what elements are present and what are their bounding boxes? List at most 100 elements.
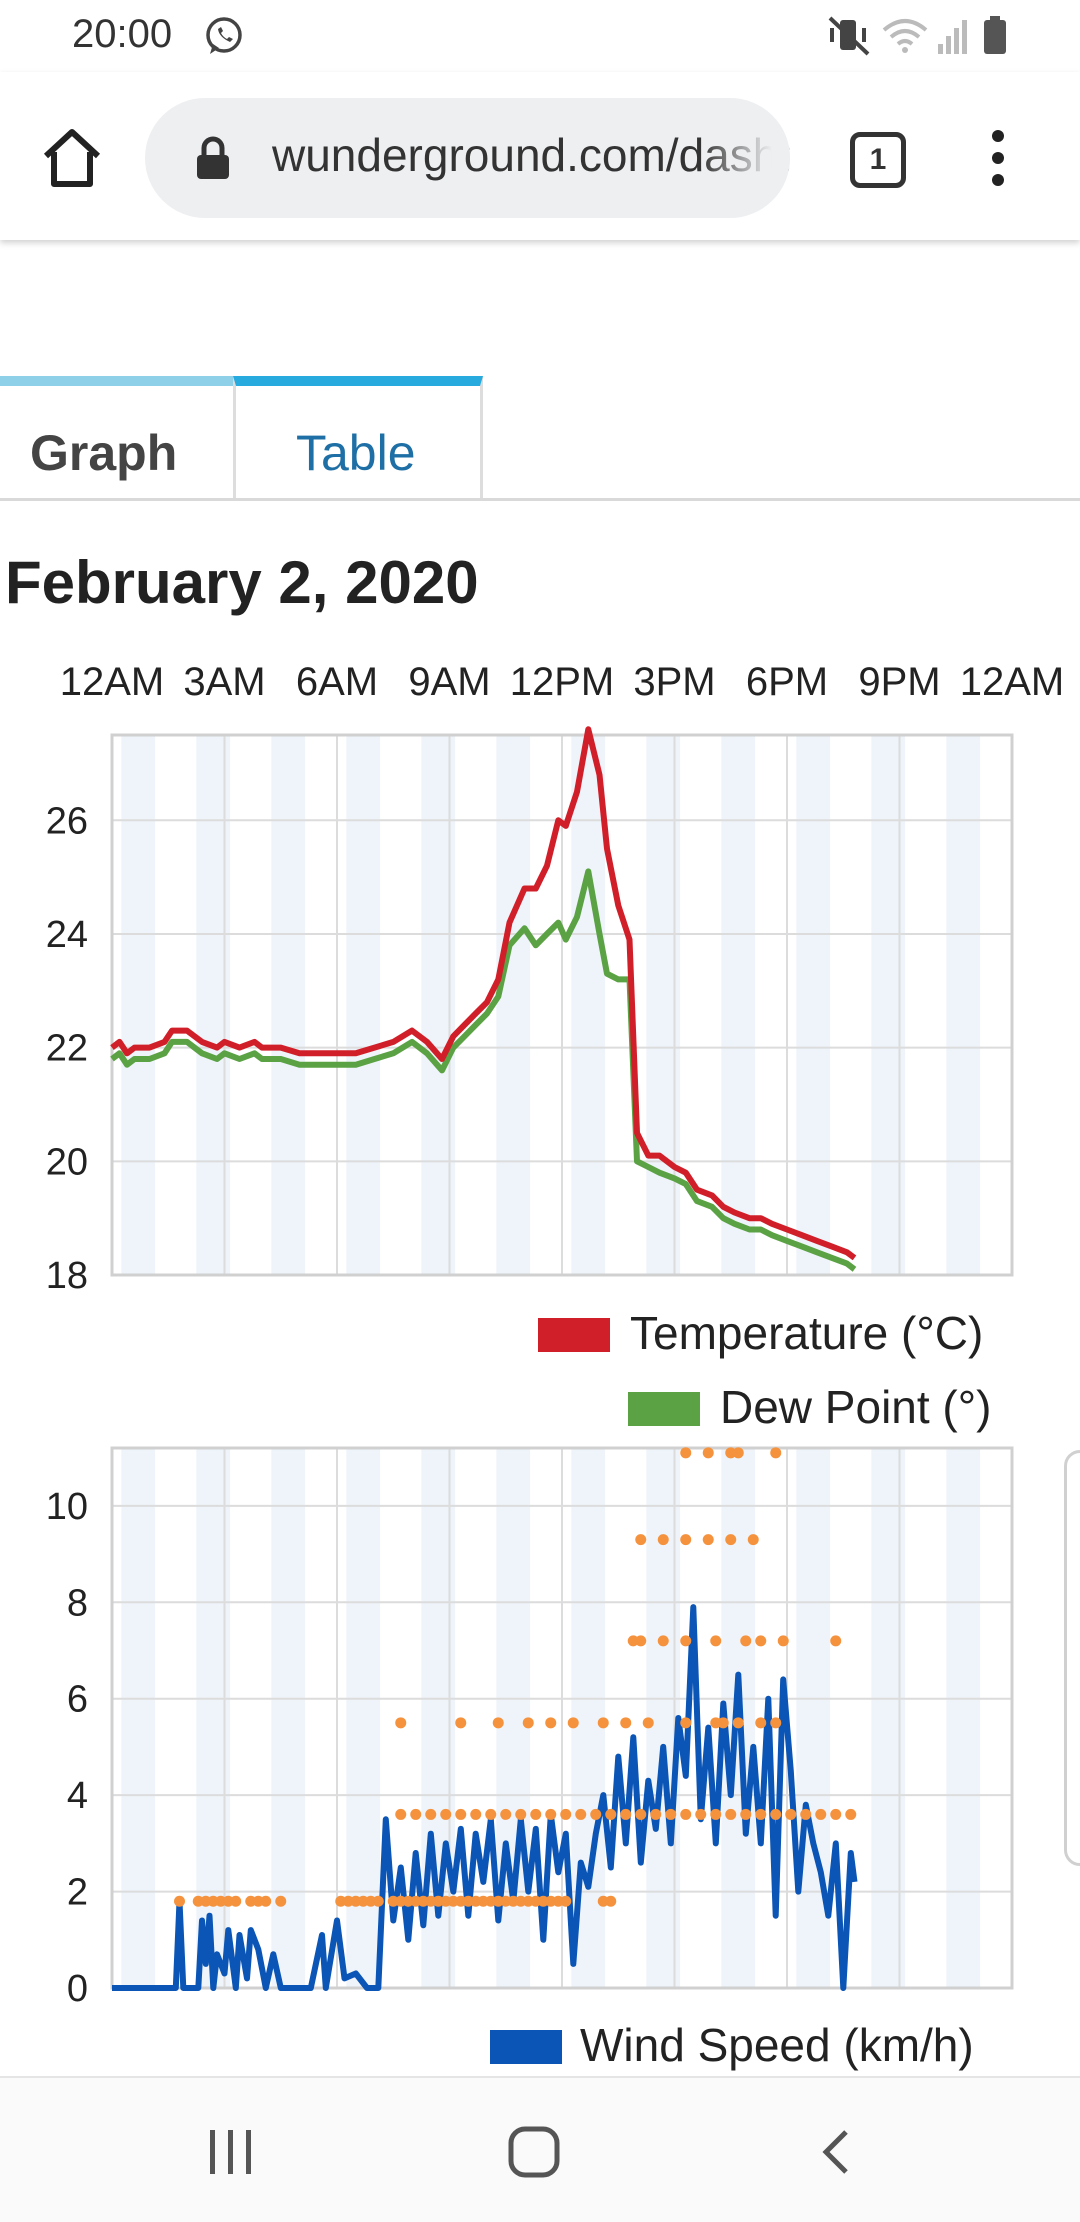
wind-gust-point (372, 1895, 384, 1907)
wind-gust-point (635, 1534, 647, 1546)
wind-gust-point (642, 1717, 654, 1729)
wind-gust-point (545, 1808, 557, 1820)
wind-gust-point (620, 1808, 632, 1820)
wind-gust-point (492, 1717, 504, 1729)
wind-gust-point (425, 1808, 437, 1820)
y-tick-label: 24 (46, 914, 88, 956)
wind-gust-point (830, 1808, 842, 1820)
chart-band (271, 735, 306, 1275)
wind-gust-point (740, 1808, 752, 1820)
legend-temperature-label: Temperature (°C) (630, 1307, 984, 1359)
wind-gust-point (560, 1895, 572, 1907)
y-tick-label: 26 (46, 800, 88, 842)
wind-gust-point (657, 1635, 669, 1647)
tab-graph[interactable]: Graph (0, 376, 233, 500)
chart-band (121, 1448, 156, 1988)
wind-gust-point (470, 1808, 482, 1820)
wind-gust-point (455, 1717, 467, 1729)
wind-gust-point (680, 1447, 692, 1459)
wind-gust-point (635, 1808, 647, 1820)
wind-gust-point (755, 1808, 767, 1820)
home-button-icon[interactable] (508, 2126, 560, 2178)
status-time: 20:00 (72, 12, 173, 56)
wind-gust-point (530, 1808, 542, 1820)
browser-toolbar: wunderground.com/dashboard/pws 1 (0, 72, 1080, 240)
y-tick-label: 8 (67, 1582, 88, 1624)
wind-gust-point (485, 1808, 497, 1820)
wind-gust-point (815, 1808, 827, 1820)
wind-gust-point (650, 1808, 662, 1820)
system-nav-bar (0, 2076, 1080, 2222)
chart-band (946, 1448, 981, 1988)
wind-gust-point (777, 1635, 789, 1647)
wind-gust-point (665, 1808, 677, 1820)
wind-gust-point (410, 1808, 422, 1820)
time-axis-label: 12AM (959, 660, 1065, 704)
wind-gust-point (395, 1717, 407, 1729)
y-tick-label: 2 (67, 1872, 88, 1914)
battery-icon (984, 16, 1006, 54)
signal-icon (938, 20, 967, 54)
wind-gust-point (620, 1717, 632, 1729)
wind-gust-point (710, 1635, 722, 1647)
wind-gust-point (725, 1534, 737, 1546)
chart-band (121, 735, 156, 1275)
wind-gust-point (597, 1717, 609, 1729)
wind-gust-point (680, 1717, 692, 1729)
wind-gust-point (755, 1635, 767, 1647)
wind-gust-point (702, 1534, 714, 1546)
time-axis-label: 9PM (858, 660, 941, 704)
wind-gust-point (747, 1534, 759, 1546)
back-icon[interactable] (818, 2128, 854, 2176)
wind-gust-point (590, 1808, 602, 1820)
wind-gust-point (717, 1717, 729, 1729)
wind-gust-point (635, 1635, 647, 1647)
tabs-divider (0, 498, 1080, 501)
wind-gust-point (732, 1447, 744, 1459)
chart-band (946, 735, 981, 1275)
legend-temperature-swatch (538, 1318, 610, 1352)
wind-gust-point (695, 1808, 707, 1820)
chart-frame (110, 1446, 1014, 1990)
wind-gust-point (515, 1808, 527, 1820)
wind-gust-point (230, 1895, 242, 1907)
tab-table[interactable]: Table (233, 376, 483, 500)
wind-gust-point (785, 1808, 797, 1820)
y-tick-label: 6 (67, 1679, 88, 1721)
time-axis-label: 9AM (408, 660, 491, 704)
recent-apps-icon[interactable] (208, 2128, 254, 2176)
scroll-handle[interactable] (1064, 1450, 1080, 1866)
y-tick-label: 0 (67, 1968, 88, 2010)
wind-gust-point (560, 1808, 572, 1820)
date-heading: February 2, 2020 (5, 549, 479, 616)
wind-gust-point (567, 1717, 579, 1729)
wind-gust-point (500, 1808, 512, 1820)
chart-band (346, 735, 381, 1275)
wind-gust-point (830, 1635, 842, 1647)
tab-table-label: Table (296, 425, 416, 481)
status-bar: 20:00 (0, 0, 1080, 72)
wind-gust-point (275, 1895, 287, 1907)
y-tick-label: 18 (46, 1255, 88, 1297)
wind-gust-point (174, 1895, 185, 1907)
time-axis-label: 6PM (745, 660, 829, 704)
y-tick-label: 20 (46, 1141, 88, 1183)
time-axis-label: 6AM (295, 660, 379, 704)
chart-band (496, 735, 531, 1275)
wind-gust-point (770, 1717, 782, 1729)
wind-gust-point (680, 1534, 692, 1546)
wind-gust-point (395, 1808, 407, 1820)
time-axis-label: 3AM (183, 660, 266, 704)
more-vert-icon[interactable] (978, 126, 1018, 190)
wind-gust-point (575, 1808, 587, 1820)
y-tick-label: 10 (46, 1486, 88, 1528)
wind-gust-point (680, 1808, 692, 1820)
wind-gust-point (605, 1895, 617, 1907)
home-icon[interactable] (40, 126, 104, 190)
wind-gust-point (522, 1717, 534, 1729)
dew-point-line (110, 868, 857, 1272)
legend-dew-point-label: Dew Point (°) (720, 1381, 992, 1433)
address-bar[interactable]: wunderground.com/dashboard/pws (145, 98, 790, 218)
tab-switcher-button[interactable]: 1 (850, 132, 906, 188)
